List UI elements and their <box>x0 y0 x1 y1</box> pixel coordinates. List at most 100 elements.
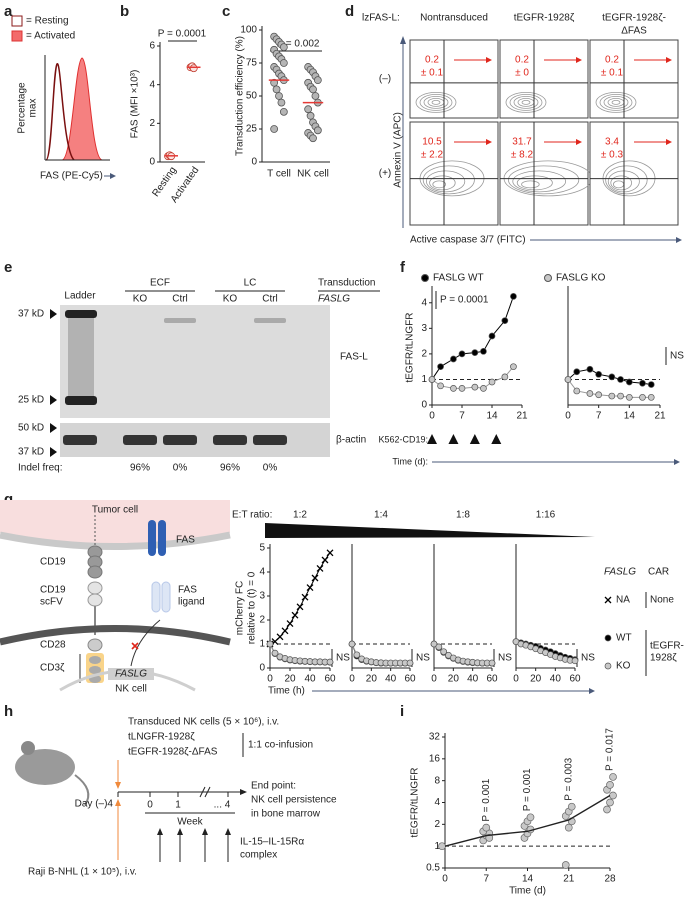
legend-label: None <box>650 595 674 606</box>
x-tick-label: 40 <box>304 674 316 685</box>
point <box>275 92 283 100</box>
point <box>277 98 286 107</box>
column-header: tEGFR-1928ζ- <box>602 13 666 24</box>
diagram-label: CD28 <box>40 640 66 651</box>
point <box>485 834 494 842</box>
y-tick-label: 4 <box>434 797 440 808</box>
legend-label: FASLG WT <box>433 273 484 284</box>
ladder-band <box>65 310 97 318</box>
y-tick-label: 0 <box>421 400 427 411</box>
point <box>608 392 616 400</box>
contour <box>512 170 566 193</box>
point <box>603 805 611 814</box>
contour <box>415 92 457 113</box>
legend-label: NA <box>616 595 630 606</box>
arrow-head <box>589 688 595 694</box>
point <box>266 640 274 648</box>
y-tick-label: 4 <box>149 79 155 90</box>
arrow-head <box>486 139 492 145</box>
stimulation <box>469 434 480 444</box>
arrow-head <box>177 828 183 835</box>
y-axis-label: Percentage <box>17 82 28 134</box>
point <box>573 387 581 395</box>
group-label: ECF <box>150 278 170 289</box>
itam <box>89 666 101 674</box>
indel-value: 0% <box>173 463 188 474</box>
point <box>606 781 614 789</box>
point <box>573 368 581 376</box>
flow-plot <box>499 121 589 226</box>
contour <box>603 96 629 109</box>
panel-label: g <box>4 491 13 508</box>
point <box>458 385 466 392</box>
y-tick-label: 16 <box>429 753 441 764</box>
point <box>471 349 479 356</box>
marker-label: 37 kD <box>18 447 44 458</box>
point <box>438 842 446 851</box>
scfv <box>87 593 103 607</box>
annotation: ± 0.3 <box>601 150 624 161</box>
point <box>296 603 304 611</box>
arrow-head <box>666 57 672 63</box>
annotation: NS <box>336 653 350 664</box>
annotation: 3.4 <box>605 137 619 148</box>
arrow-head <box>202 828 208 835</box>
annotation: 0.2 <box>515 55 529 66</box>
fas-ligand <box>151 581 161 613</box>
timeline-label: ... 4 <box>214 800 231 811</box>
stimulation <box>427 434 437 444</box>
annotation: 31.7 <box>512 137 532 148</box>
y-tick-label: 32 <box>429 732 441 743</box>
point <box>625 393 633 401</box>
panel-label: f <box>400 259 406 276</box>
annotation: ± 0.1 <box>421 68 444 79</box>
x-tick-label: 28 <box>604 874 616 885</box>
contour <box>425 170 466 193</box>
point <box>348 640 356 648</box>
point <box>571 657 579 665</box>
band-label: β-actin <box>336 435 366 446</box>
cd28 <box>87 638 103 652</box>
diagram-label: FAS <box>178 585 197 596</box>
diagram-label: scFV <box>40 597 63 608</box>
x-tick-label: 0 <box>267 674 273 685</box>
y-tick-label: 0.5 <box>426 863 440 874</box>
point <box>617 392 624 400</box>
point <box>647 393 655 401</box>
point <box>510 293 517 300</box>
point <box>321 556 329 564</box>
histogram-activated <box>61 57 103 161</box>
annotation: ± 0.1 <box>601 68 624 79</box>
point <box>440 648 448 656</box>
legend-marker <box>604 634 612 642</box>
annotation: ± 0 <box>515 68 529 79</box>
annotation: P = 0.001 <box>522 768 533 811</box>
point <box>304 105 313 114</box>
contour <box>429 175 456 191</box>
y-tick-label: 5 <box>259 543 265 554</box>
point <box>609 773 617 781</box>
chart-title: 1:2 <box>293 510 307 521</box>
fas-ligand <box>161 581 171 613</box>
x-tick-label: 60 <box>569 674 581 685</box>
protocol-text: End point: <box>251 781 296 792</box>
fas <box>158 520 166 556</box>
y-axis-label: relative to (t) = 0 <box>247 571 258 644</box>
band <box>213 435 247 445</box>
y-tick-label: 25 <box>246 124 258 135</box>
y-axis-label: tEGFR/tLNGFR <box>405 312 416 382</box>
arrow-head <box>110 173 116 179</box>
panel-label: h <box>4 703 13 720</box>
column-header: Transduction <box>318 278 375 289</box>
column-header: Ladder <box>64 291 96 302</box>
protocol-text: IL-15–IL-15Rα <box>240 837 304 848</box>
point <box>301 593 309 601</box>
point <box>639 379 646 387</box>
point <box>437 382 444 390</box>
point <box>311 92 320 100</box>
column-header: ΔFAS <box>621 26 647 37</box>
flow-plot <box>409 39 499 119</box>
timeline-label: Week <box>177 817 203 828</box>
arrow-head <box>666 139 672 145</box>
legend-label: = Activated <box>26 31 75 42</box>
